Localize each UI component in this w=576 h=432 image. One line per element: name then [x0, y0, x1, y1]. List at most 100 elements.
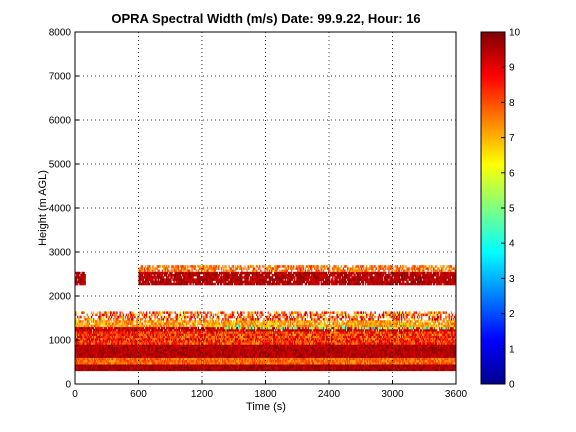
heatmap-cell — [448, 362, 450, 365]
heatmap-cell — [106, 355, 109, 358]
heatmap-cell — [374, 366, 376, 369]
heatmap-cell — [173, 348, 175, 352]
heatmap-cell — [239, 346, 241, 350]
heatmap-cell — [392, 355, 394, 358]
heatmap-cell — [357, 348, 359, 352]
heatmap-cell — [264, 357, 266, 361]
heatmap-cell — [395, 353, 398, 356]
heatmap-cell — [407, 355, 409, 358]
heatmap-cell — [133, 351, 135, 354]
heatmap-cell — [87, 353, 90, 356]
heatmap-cell — [134, 351, 136, 354]
heatmap-cell — [288, 344, 291, 347]
heatmap-cell — [381, 366, 384, 369]
heatmap-cell — [243, 355, 245, 358]
heatmap-cell — [96, 344, 98, 347]
heatmap-cell — [273, 357, 276, 361]
heatmap-cell — [412, 362, 414, 365]
heatmap-cell — [199, 344, 202, 347]
heatmap-cell — [333, 368, 335, 372]
heatmap-cell — [305, 344, 308, 347]
heatmap-cell — [136, 364, 138, 367]
heatmap-cell — [86, 348, 88, 352]
heatmap-cell — [314, 355, 316, 358]
heatmap-cell — [257, 344, 259, 347]
heatmap-cell — [271, 357, 274, 361]
heatmap-cell — [270, 368, 273, 372]
heatmap-cell — [124, 344, 127, 347]
heatmap-cell — [112, 353, 114, 356]
heatmap-cell — [452, 346, 455, 350]
heatmap-cell — [234, 359, 237, 363]
heatmap-cell — [261, 353, 263, 356]
heatmap-cell — [127, 353, 130, 356]
heatmap-cell — [435, 351, 438, 354]
heatmap-cell — [375, 351, 377, 354]
heatmap-cell — [245, 357, 247, 361]
heatmap-cell — [379, 351, 382, 354]
heatmap-cell — [145, 357, 148, 361]
heatmap-cell — [318, 357, 320, 361]
heatmap-cell — [75, 348, 77, 352]
heatmap-cell — [170, 368, 172, 372]
heatmap-cell — [400, 348, 403, 352]
heatmap-cell — [304, 355, 307, 358]
heatmap-cell — [334, 359, 336, 363]
heatmap-cell — [448, 351, 450, 354]
heatmap-cell — [148, 348, 150, 352]
heatmap-cell — [280, 359, 282, 363]
heatmap-cell — [175, 351, 177, 354]
heatmap-cell — [334, 364, 336, 367]
heatmap-cell — [182, 351, 185, 354]
heatmap-cell — [210, 351, 212, 354]
heatmap-cell — [258, 362, 260, 365]
heatmap-cell — [350, 355, 352, 358]
heatmap-cell — [354, 359, 356, 363]
heatmap-cell — [150, 364, 152, 367]
heatmap-cell — [163, 362, 166, 365]
heatmap-cell — [344, 359, 347, 363]
heatmap-cell — [149, 353, 151, 356]
heatmap-cell — [449, 364, 452, 367]
heatmap-cell — [313, 348, 315, 352]
heatmap-cell — [203, 362, 205, 365]
heatmap-cell — [278, 353, 280, 356]
heatmap-cell — [354, 368, 356, 372]
heatmap-cell — [427, 359, 429, 363]
heatmap-cell — [214, 364, 217, 367]
heatmap-cell — [222, 353, 224, 356]
heatmap-cell — [191, 351, 193, 354]
heatmap-cell — [343, 355, 346, 358]
heatmap-cell — [278, 359, 280, 363]
heatmap-cell — [385, 351, 387, 354]
heatmap-cell — [342, 346, 345, 350]
heatmap-cell — [170, 362, 172, 365]
heatmap-cell — [424, 368, 426, 372]
heatmap-cell — [90, 348, 93, 352]
heatmap-cell — [357, 355, 359, 358]
heatmap-cell — [374, 368, 376, 372]
heatmap-cell — [343, 353, 346, 356]
heatmap-cell — [407, 351, 409, 354]
heatmap-cell — [293, 346, 295, 350]
heatmap-cell — [128, 357, 131, 361]
heatmap-cell — [83, 366, 85, 369]
heatmap-cell — [187, 364, 189, 367]
heatmap-cell — [207, 346, 209, 350]
heatmap-cell — [108, 351, 111, 354]
heatmap-cell — [173, 353, 175, 356]
heatmap-cell — [180, 362, 183, 365]
heatmap-cell — [151, 364, 153, 367]
heatmap-cell — [108, 353, 111, 356]
heatmap-cell — [221, 364, 223, 367]
heatmap-cell — [193, 346, 195, 350]
heatmap-cell — [210, 359, 212, 363]
heatmap-cell — [424, 364, 426, 367]
heatmap-cell — [161, 348, 164, 352]
heatmap-cell — [434, 362, 437, 365]
heatmap-cell — [96, 357, 98, 361]
heatmap-cell — [186, 348, 188, 352]
heatmap-cell — [180, 346, 183, 350]
heatmap-cell — [273, 351, 276, 354]
heatmap-cell — [336, 355, 338, 358]
